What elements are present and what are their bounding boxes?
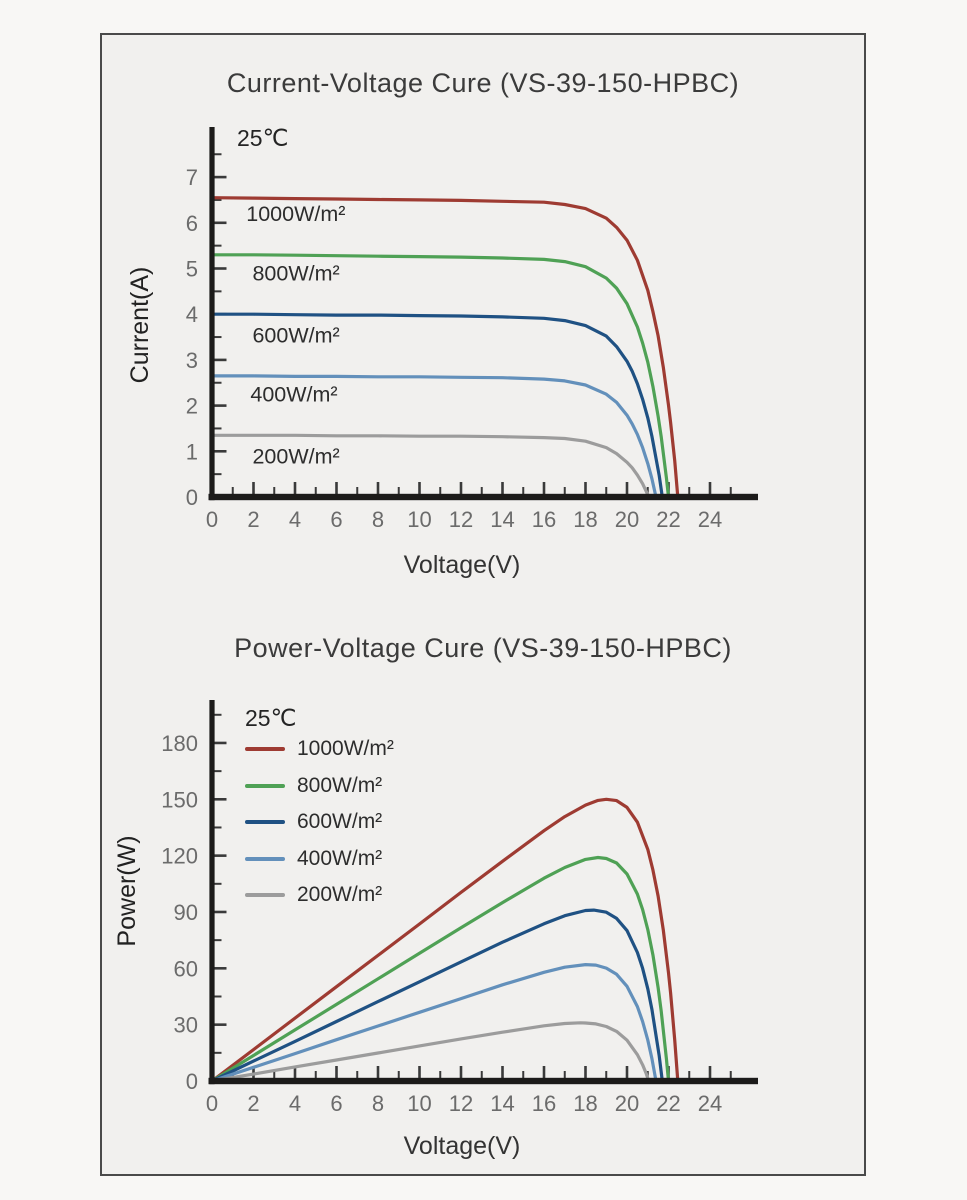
series-label-600wm2: 600W/m² <box>252 323 339 347</box>
x-tick-label: 18 <box>573 507 597 532</box>
pv-x-axis-title: Voltage(V) <box>403 1132 521 1160</box>
y-tick-label: 2 <box>186 394 198 419</box>
y-tick-label: 7 <box>186 165 198 190</box>
iv-temperature-label: 25℃ <box>237 125 289 151</box>
x-tick-label: 8 <box>372 507 384 532</box>
legend-swatch-600wm2 <box>245 820 285 824</box>
y-tick-label: 180 <box>161 731 198 756</box>
x-tick-label: 8 <box>372 1091 384 1116</box>
legend-item-200wm2: 200W/m² <box>245 883 394 907</box>
y-tick-label: 4 <box>186 302 198 327</box>
x-axis-line <box>208 493 758 501</box>
x-tick-label: 16 <box>532 507 556 532</box>
y-tick-label: 0 <box>186 1069 198 1094</box>
iv-chart-canvas: 0 2 4 6 8 10 12 14 16 18 20 22 24012345671000W/m²800… <box>186 127 758 532</box>
x-tick-label: 14 <box>490 1091 514 1116</box>
pv-y-axis-title: Power(W) <box>113 835 141 947</box>
x-tick-label: 0 <box>206 507 218 532</box>
x-tick-label: 0 <box>206 1091 218 1116</box>
x-tick-label: 6 <box>330 507 342 532</box>
legend-swatch-1000wm2 <box>245 747 285 751</box>
y-tick-label: 3 <box>186 348 198 373</box>
legend-item-600wm2: 600W/m² <box>245 810 394 834</box>
y-tick-label: 90 <box>174 900 198 925</box>
x-tick-label: 4 <box>289 507 301 532</box>
x-tick-label: 14 <box>490 507 514 532</box>
iv-x-axis-title: Voltage(V) <box>403 551 521 579</box>
x-tick-label: 2 <box>247 1091 259 1116</box>
x-axis-line <box>208 1077 758 1085</box>
y-tick-label: 150 <box>161 787 198 812</box>
curve-400wm2 <box>210 374 658 499</box>
x-tick-label: 18 <box>573 1091 597 1116</box>
x-tick-label: 10 <box>407 507 431 532</box>
curve-800wm2 <box>210 855 671 1083</box>
pv-chart-title: Power-Voltage Cure (VS-39-150-HPBC) <box>234 633 732 663</box>
y-tick-label: 120 <box>161 844 198 869</box>
x-tick-label: 20 <box>615 1091 639 1116</box>
curve-600wm2 <box>210 312 664 499</box>
legend: 1000W/m² 800W/m² 600W/m² 400W/m² 200W/m² <box>245 737 394 920</box>
chart-panel: Current-Voltage Cure (VS-39-150-HPBC) 25… <box>100 33 866 1176</box>
x-tick-label: 2 <box>247 507 259 532</box>
legend-label-600wm2: 600W/m² <box>297 810 383 833</box>
y-tick-label: 60 <box>174 956 198 981</box>
curve-1000wm2 <box>210 196 680 499</box>
curve-800wm2 <box>210 253 671 499</box>
x-tick-label: 10 <box>407 1091 431 1116</box>
x-tick-label: 4 <box>289 1091 301 1116</box>
x-tick-label: 22 <box>656 1091 680 1116</box>
curve-1000wm2 <box>210 797 680 1083</box>
curve-200wm2 <box>210 1021 651 1083</box>
legend-label-1000wm2: 1000W/m² <box>297 737 394 760</box>
x-tick-label: 20 <box>615 507 639 532</box>
legend-item-400wm2: 400W/m² <box>245 847 394 871</box>
y-axis-line <box>209 127 215 501</box>
legend-item-800wm2: 800W/m² <box>245 774 394 798</box>
legend-swatch-800wm2 <box>245 783 285 788</box>
y-tick-label: 1 <box>186 439 198 464</box>
x-tick-label: 12 <box>449 1091 473 1116</box>
series-label-400wm2: 400W/m² <box>250 383 337 407</box>
iv-chart-title: Current-Voltage Cure (VS-39-150-HPBC) <box>226 68 740 98</box>
y-tick-label: 5 <box>186 257 198 282</box>
curve-400wm2 <box>210 963 658 1083</box>
pv-temperature-label: 25℃ <box>245 705 297 731</box>
legend-label-200wm2: 200W/m² <box>297 883 383 906</box>
curve-200wm2 <box>210 433 651 499</box>
curve-600wm2 <box>210 908 664 1083</box>
y-tick-label: 6 <box>186 211 198 236</box>
y-axis-line <box>209 700 215 1085</box>
series-label-800wm2: 800W/m² <box>252 262 339 286</box>
legend-swatch-400wm2 <box>245 856 285 861</box>
x-tick-label: 24 <box>698 507 722 532</box>
x-tick-label: 22 <box>656 507 680 532</box>
x-tick-label: 24 <box>698 1091 722 1116</box>
legend-label-800wm2: 800W/m² <box>297 773 383 797</box>
series-label-1000wm2: 1000W/m² <box>246 202 345 226</box>
x-tick-label: 6 <box>330 1091 342 1116</box>
x-tick-label: 12 <box>449 507 473 532</box>
series-label-200wm2: 200W/m² <box>252 444 339 468</box>
legend-swatch-200wm2 <box>245 893 285 897</box>
y-tick-label: 0 <box>186 485 198 510</box>
y-tick-label: 30 <box>174 1013 198 1038</box>
legend-item-1000wm2: 1000W/m² <box>245 737 394 761</box>
x-tick-label: 16 <box>532 1091 556 1116</box>
iv-y-axis-title: Current(A) <box>126 266 154 384</box>
legend-label-400wm2: 400W/m² <box>297 846 383 870</box>
